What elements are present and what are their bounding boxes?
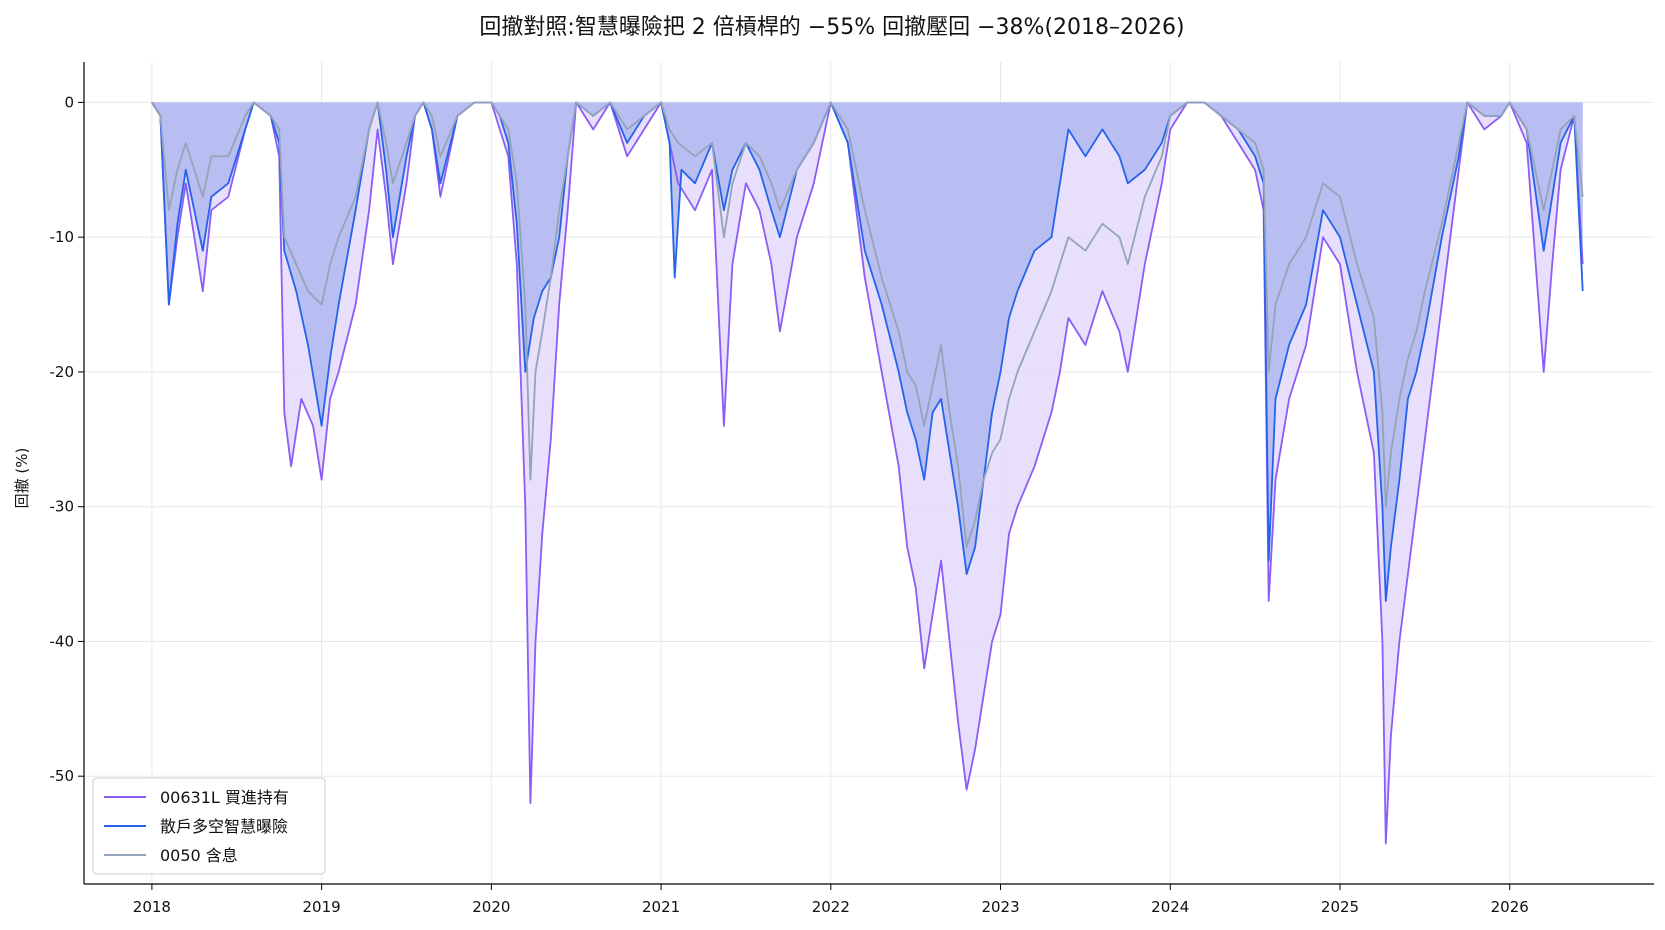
y-tick-label: -20 [50, 363, 75, 381]
x-tick-label: 2020 [472, 898, 510, 916]
legend-label-00631l: 00631L 買進持有 [160, 788, 289, 807]
x-tick-label: 2024 [1151, 898, 1189, 916]
x-tick-label: 2022 [812, 898, 850, 916]
y-tick-label: -30 [50, 498, 75, 516]
legend: 00631L 買進持有 散戶多空智慧曝險 0050 含息 [92, 777, 326, 875]
y-tick-label: -10 [50, 228, 75, 246]
y-tick-layer: 0 -10 -20 -30 -40 -50 [50, 93, 84, 785]
y-tick-label: -40 [50, 632, 75, 650]
area-fill-smart-exposure [151, 102, 1583, 602]
series-line-0050 [151, 101, 1584, 548]
series-line-smart-exposure [151, 101, 1584, 602]
y-tick-label: -50 [50, 767, 75, 785]
x-tick-label: 2018 [133, 898, 171, 916]
x-tick-layer: 2018 2019 2020 2021 2022 2023 2024 2025 2026 [133, 884, 1529, 916]
series-line-00631l [151, 101, 1584, 845]
x-tick-label: 2023 [981, 898, 1019, 916]
legend-box [92, 777, 326, 875]
fill-layer [151, 102, 1583, 844]
x-tick-label: 2025 [1321, 898, 1359, 916]
legend-label-0050: 0050 含息 [160, 846, 238, 865]
line-layer [151, 101, 1584, 845]
axis-layer [83, 62, 1654, 885]
y-axis-label: 回撤 (%) [13, 448, 31, 509]
x-tick-label: 2021 [642, 898, 680, 916]
x-tick-label: 2019 [303, 898, 341, 916]
legend-label-smart-exposure: 散戶多空智慧曝險 [160, 817, 288, 836]
x-tick-label: 2026 [1491, 898, 1529, 916]
chart-title: 回撤對照:智慧曝險把 2 倍槓桿的 −55% 回撤壓回 −38%(2018–20… [479, 15, 1184, 40]
y-tick-label: 0 [64, 93, 74, 111]
